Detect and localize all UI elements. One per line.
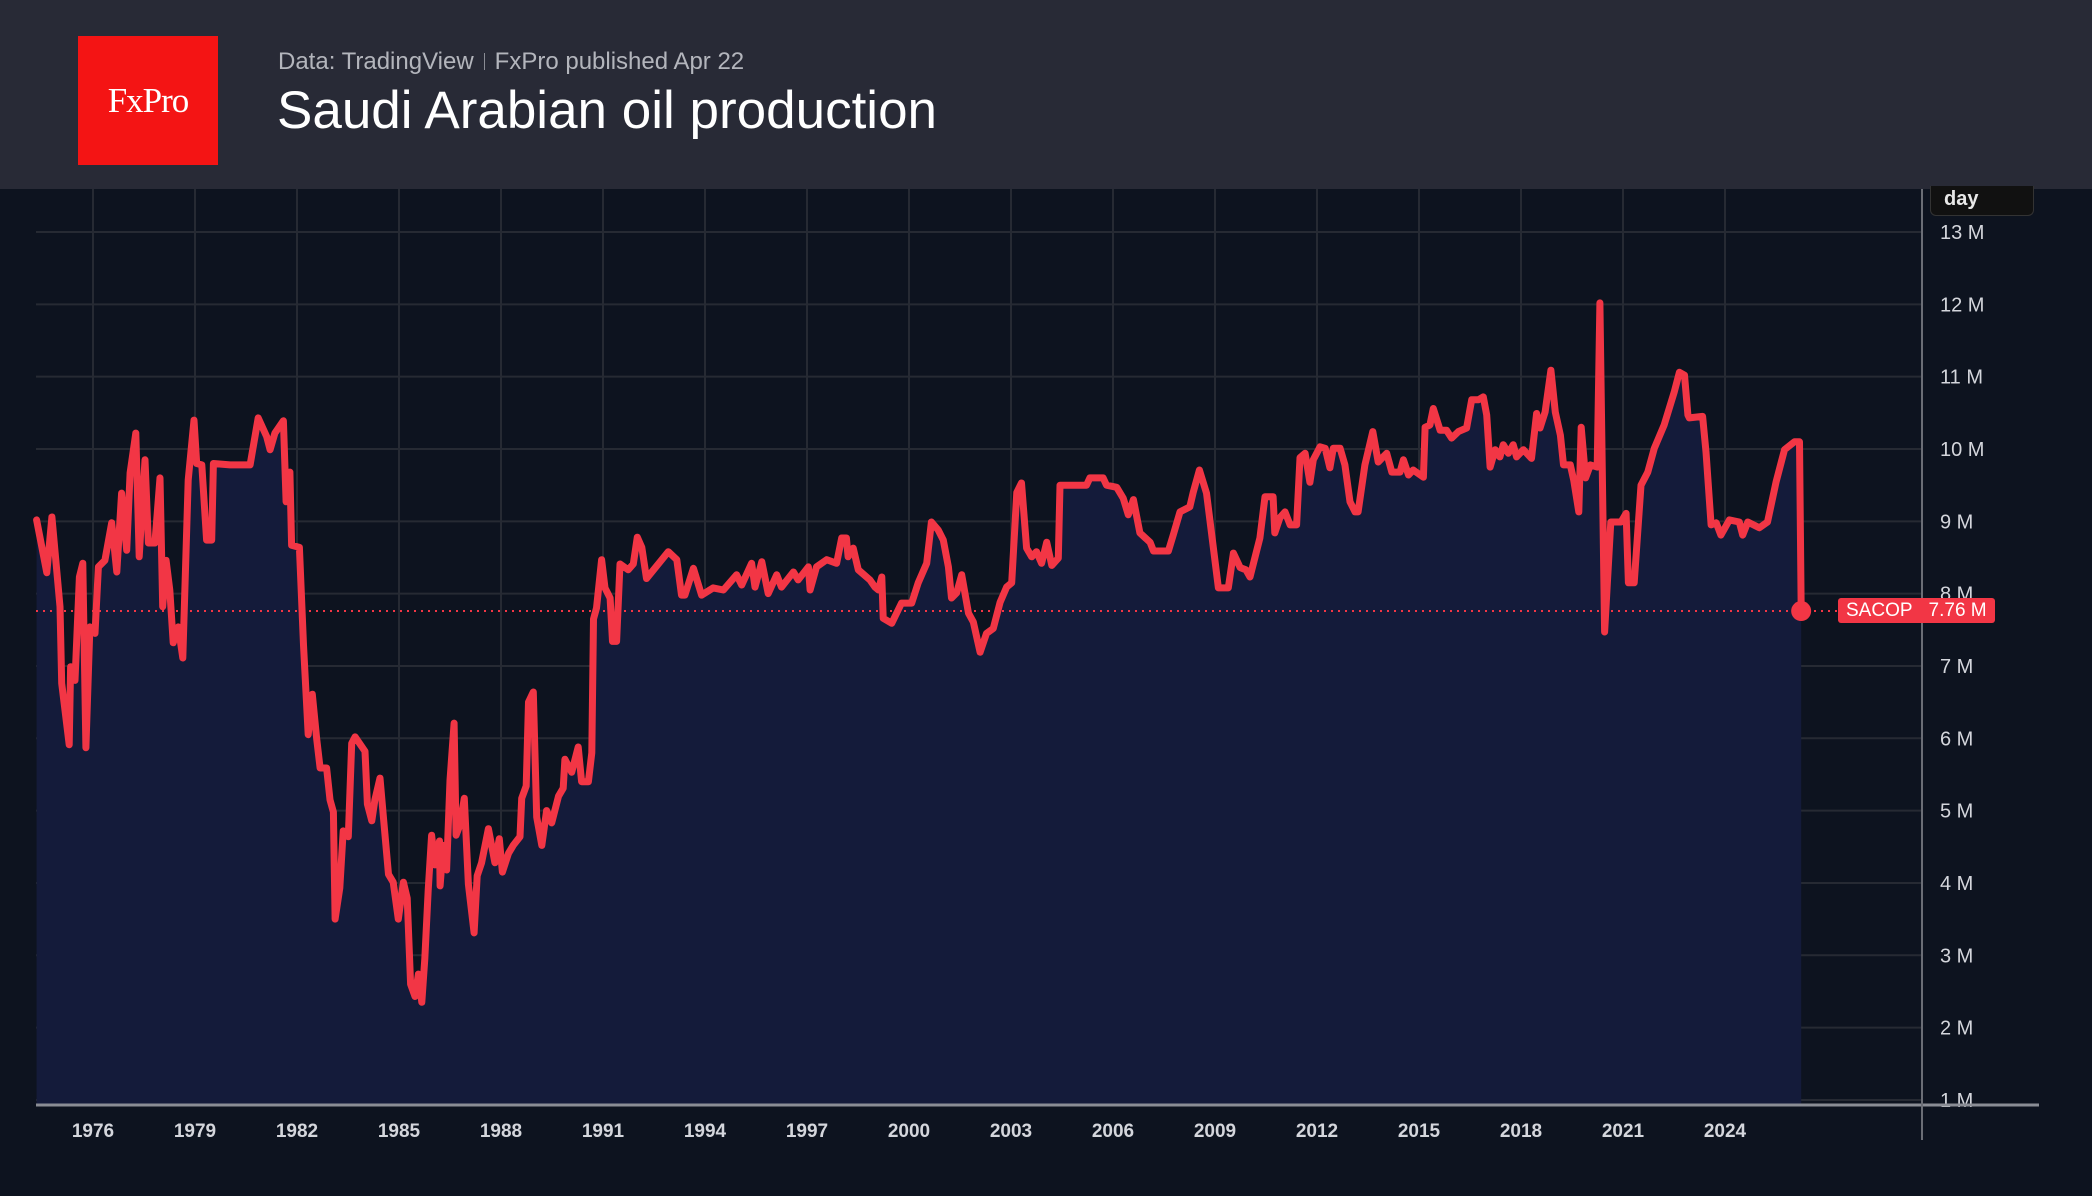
x-tick-label: 2006	[1092, 1121, 1134, 1142]
x-tick-label: 2021	[1602, 1121, 1645, 1142]
fxpro-logo: FxPro	[78, 36, 218, 165]
page-title: Saudi Arabian oil production	[277, 81, 938, 140]
y-tick-label: 2 M	[1940, 1018, 1973, 1040]
series-name: SACOP	[1846, 599, 1913, 621]
last-value: 7.76 M	[1928, 599, 1987, 621]
x-tick-label: 2015	[1398, 1121, 1441, 1142]
x-tick-label: 1988	[480, 1121, 522, 1142]
x-tick-label: 1982	[276, 1121, 318, 1142]
x-tick-label: 2012	[1296, 1121, 1338, 1142]
series-line	[33, 299, 1805, 1006]
interval-button[interactable]: day	[1930, 186, 2034, 216]
x-tick-label: 2000	[888, 1121, 930, 1142]
x-tick-label: 1994	[684, 1121, 727, 1142]
x-tick-label: 2003	[990, 1121, 1032, 1142]
y-tick-label: 11 M	[1940, 367, 1983, 389]
separator	[483, 53, 485, 70]
y-tick-label: 4 M	[1940, 873, 1973, 895]
header: FxPro Data: TradingView FxPro published A…	[0, 0, 2092, 189]
y-tick-label: 3 M	[1940, 945, 1973, 967]
published-date: FxPro published Apr 22	[494, 48, 745, 75]
y-tick-label: 7 M	[1940, 656, 1973, 678]
x-tick-label: 2009	[1194, 1121, 1236, 1142]
data-source: Data: TradingView	[278, 48, 474, 75]
y-tick-label: 6 M	[1940, 728, 1973, 750]
x-tick-label: 1979	[174, 1121, 216, 1142]
y-tick-label: 9 M	[1940, 511, 1973, 533]
y-tick-label: 1 M	[1940, 1090, 1973, 1112]
last-point-marker	[1791, 601, 1812, 622]
subtitle: Data: TradingView FxPro published Apr 22	[278, 48, 744, 76]
x-tick-label: 2018	[1500, 1121, 1542, 1142]
x-tick-label: 1997	[786, 1121, 828, 1142]
y-tick-label: 13 M	[1940, 222, 1984, 244]
series	[33, 299, 1838, 1105]
y-tick-label: 5 M	[1940, 801, 1973, 823]
x-tick-label: 1976	[72, 1121, 114, 1142]
x-tick-label: 1985	[378, 1121, 421, 1142]
x-tick-label: 2024	[1704, 1121, 1747, 1142]
x-tick-label: 1991	[582, 1121, 625, 1142]
last-value-tag: SACOP 7.76 M	[1838, 598, 1995, 623]
logo-text: FxPro	[107, 80, 190, 120]
y-tick-label: 12 M	[1940, 294, 1984, 316]
y-tick-label: 10 M	[1940, 439, 1984, 461]
